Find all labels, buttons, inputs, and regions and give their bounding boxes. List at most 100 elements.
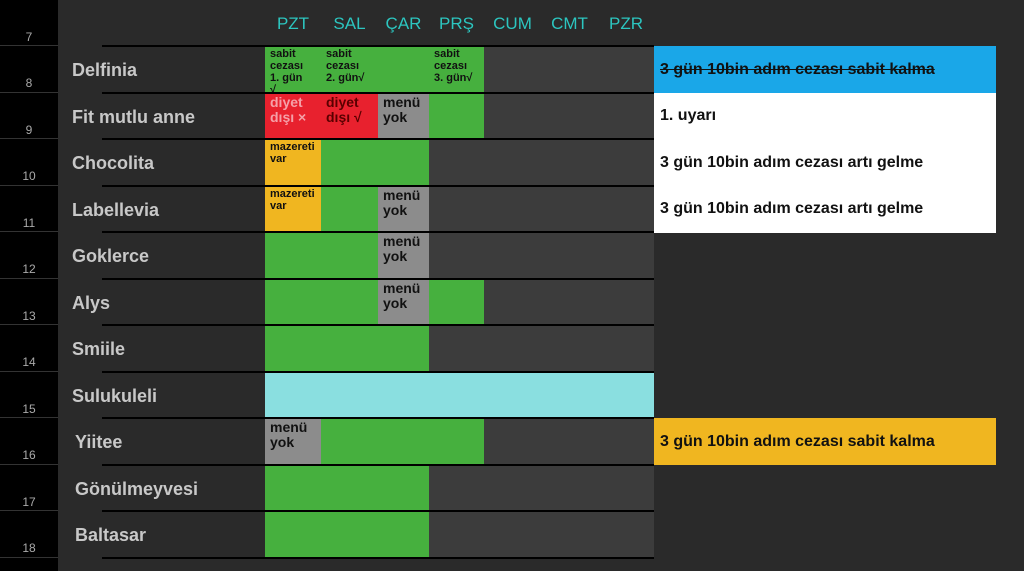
note-text: 3 gün 10bin adım cezası sabit kalma (660, 60, 935, 78)
note-cell[interactable]: 3 gün 10bin adım cezası artı gelme (654, 185, 996, 233)
day-cell-cyan[interactable] (378, 371, 429, 419)
day-cell-red[interactable]: diyet dışı √ (321, 92, 378, 140)
day-cell-yellow[interactable]: mazereti var (265, 185, 321, 233)
day-cell-green[interactable] (321, 232, 378, 279)
day-cell-empty[interactable] (598, 139, 654, 186)
day-cell-empty[interactable] (598, 232, 654, 279)
day-cell-cyan[interactable] (541, 371, 598, 419)
day-cell-green[interactable] (321, 139, 378, 186)
day-cell-empty[interactable] (541, 139, 598, 186)
day-cell-empty[interactable] (541, 232, 598, 279)
day-cell-green[interactable] (321, 325, 378, 372)
row-number[interactable]: 17 (0, 465, 58, 511)
day-cell-green[interactable] (321, 185, 378, 233)
day-cell-cyan[interactable] (429, 371, 484, 419)
day-cell-empty[interactable] (484, 232, 541, 279)
day-cell-empty[interactable] (429, 139, 484, 186)
day-cell-green[interactable] (321, 278, 378, 326)
day-cell-green[interactable]: sabit cezası 2. gün√ (321, 46, 378, 93)
day-cell-empty[interactable] (598, 278, 654, 326)
day-cell-empty[interactable] (598, 418, 654, 465)
row-number[interactable]: 11 (0, 186, 58, 232)
day-cell-empty[interactable] (541, 185, 598, 233)
row-divider (102, 417, 654, 419)
day-cell-gray[interactable]: menü yok (378, 185, 429, 233)
day-cell-green[interactable] (378, 325, 429, 372)
day-cell-gray[interactable]: menü yok (265, 418, 321, 465)
day-cell-green[interactable] (378, 139, 429, 186)
row-number[interactable]: 18 (0, 511, 58, 558)
day-cell-gray[interactable]: menü yok (378, 278, 429, 326)
day-header: PZR (609, 14, 643, 33)
day-cell-empty[interactable] (484, 185, 541, 233)
day-cell-green[interactable] (378, 511, 429, 558)
day-cell-empty[interactable] (484, 464, 541, 512)
day-header: PRŞ (439, 14, 474, 33)
day-cell-green[interactable] (265, 464, 321, 512)
day-cell-empty[interactable] (598, 511, 654, 558)
day-cell-green[interactable] (265, 511, 321, 558)
day-cell-empty[interactable] (484, 418, 541, 465)
day-header: CMT (551, 14, 588, 33)
day-cell-empty[interactable] (598, 185, 654, 233)
day-cell-empty[interactable] (598, 46, 654, 93)
day-cell-green[interactable] (429, 92, 484, 140)
day-cell-green[interactable] (321, 464, 378, 512)
row-number[interactable]: 10 (0, 139, 58, 186)
day-cell-green[interactable] (429, 278, 484, 326)
day-cell-empty[interactable] (484, 46, 541, 93)
day-cell-empty[interactable] (541, 511, 598, 558)
day-cell-empty[interactable] (429, 232, 484, 279)
day-cell-green[interactable] (429, 418, 484, 465)
day-cell-empty[interactable] (484, 139, 541, 186)
day-cell-empty[interactable] (598, 92, 654, 140)
day-cell-green[interactable] (265, 278, 321, 326)
day-cell-empty[interactable] (484, 278, 541, 326)
row-divider (102, 556, 654, 559)
day-cell-cyan[interactable] (265, 371, 321, 419)
row-number[interactable]: 8 (0, 46, 58, 93)
row-number[interactable]: 14 (0, 325, 58, 372)
day-cell-green[interactable] (378, 46, 429, 93)
day-cell-empty[interactable] (541, 278, 598, 326)
day-cell-empty[interactable] (484, 92, 541, 140)
note-cell[interactable]: 3 gün 10bin adım cezası sabit kalma (654, 46, 996, 93)
day-cell-empty[interactable] (541, 325, 598, 372)
day-cell-empty[interactable] (429, 511, 484, 558)
day-cell-empty[interactable] (429, 464, 484, 512)
row-number[interactable]: 16 (0, 418, 58, 465)
row-number[interactable]: 7 (0, 0, 58, 46)
day-cell-green[interactable] (321, 511, 378, 558)
day-cell-gray[interactable]: menü yok (378, 232, 429, 279)
day-cell-empty[interactable] (541, 46, 598, 93)
note-cell[interactable]: 3 gün 10bin adım cezası artı gelme (654, 139, 996, 186)
day-cell-empty[interactable] (429, 325, 484, 372)
day-cell-green[interactable] (321, 418, 378, 465)
day-cell-green[interactable]: sabit cezası 1. gün √ (265, 46, 321, 96)
day-cell-cyan[interactable] (598, 371, 654, 419)
day-cell-yellow[interactable]: mazereti var (265, 139, 321, 186)
day-cell-empty[interactable] (541, 464, 598, 512)
row-number[interactable]: 15 (0, 372, 58, 418)
row-number[interactable]: 13 (0, 279, 58, 325)
day-cell-empty[interactable] (541, 92, 598, 140)
day-cell-green[interactable] (265, 325, 321, 372)
day-cell-gray[interactable]: menü yok (378, 92, 429, 140)
note-cell[interactable]: 1. uyarı (654, 92, 996, 140)
note-cell[interactable]: 3 gün 10bin adım cezası sabit kalma (654, 418, 996, 465)
day-cell-green[interactable] (265, 232, 321, 279)
day-cell-empty[interactable] (484, 511, 541, 558)
day-cell-green[interactable] (378, 464, 429, 512)
day-cell-cyan[interactable] (321, 371, 378, 419)
day-cell-empty[interactable] (598, 464, 654, 512)
row-number[interactable]: 12 (0, 232, 58, 279)
day-cell-green[interactable] (378, 418, 429, 465)
day-cell-cyan[interactable] (484, 371, 541, 419)
row-number[interactable]: 9 (0, 93, 58, 139)
day-cell-red[interactable]: diyet dışı × (265, 92, 321, 140)
day-cell-empty[interactable] (598, 325, 654, 372)
day-cell-empty[interactable] (484, 325, 541, 372)
day-cell-green[interactable]: sabit cezası 3. gün√ (429, 46, 484, 93)
day-cell-empty[interactable] (541, 418, 598, 465)
day-cell-empty[interactable] (429, 185, 484, 233)
